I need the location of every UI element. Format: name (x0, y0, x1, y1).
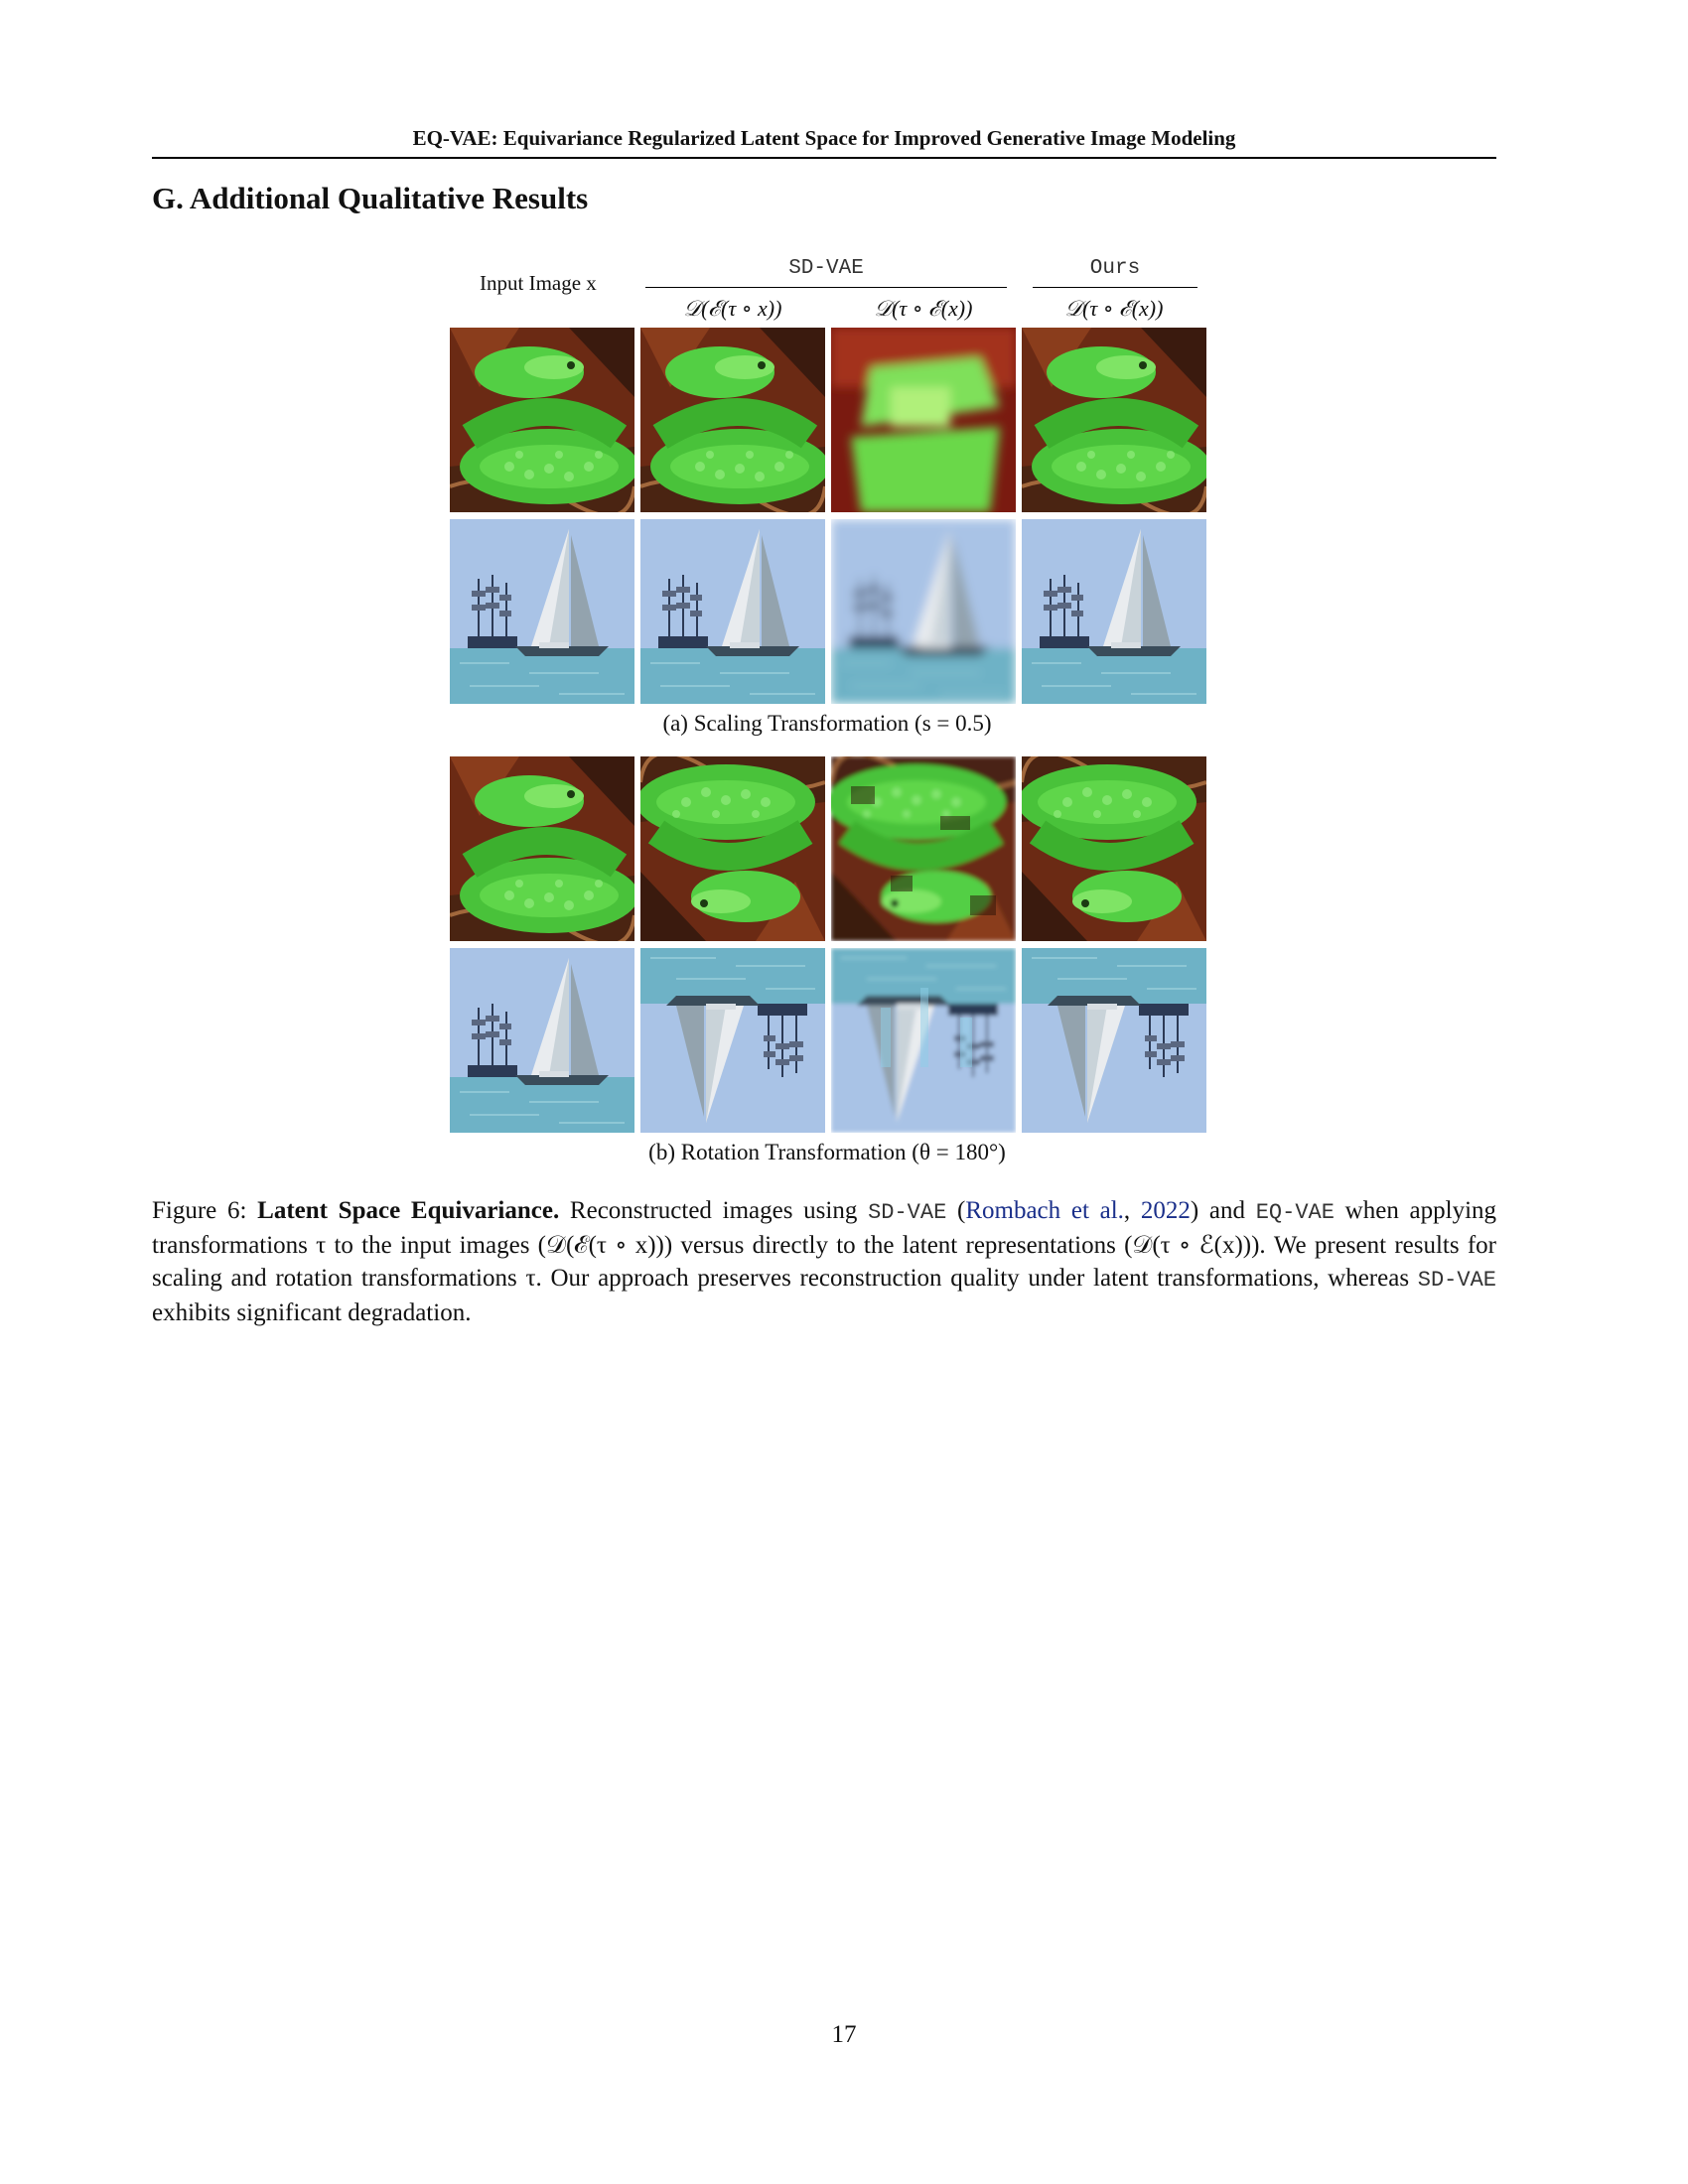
citation-author-link[interactable]: Rombach et al. (965, 1197, 1124, 1224)
caption-text-1: Reconstructed images using (559, 1197, 869, 1224)
image-boat-input-rotation-row (450, 948, 634, 1133)
caption-text-3: , (1123, 1197, 1141, 1224)
ours-group-rule (1033, 287, 1197, 288)
figure-caption: Figure 6: Latent Space Equivariance. Rec… (152, 1194, 1496, 1329)
ours-group-header: Ours (1089, 257, 1141, 280)
column-label-sd-input-transform: 𝒟(ℰ(τ ∘ x)) (683, 296, 782, 321)
header-rule (152, 157, 1496, 159)
image-boat-sd-vae-latent-transform (831, 519, 1016, 704)
running-header: EQ-VAE: Equivariance Regularized Latent … (412, 126, 1236, 150)
input-image-header: Input Image x (480, 271, 597, 295)
sd-vae-group-rule (645, 287, 1007, 288)
image-boat-input (450, 519, 634, 704)
image-snake-ours-latent-transform (1022, 328, 1206, 512)
image-snake-sd-vae-input-transform (640, 328, 825, 512)
caption-text-6: exhibits significant degradation. (152, 1299, 472, 1326)
image-snake-rotated-ours-latent-transform (1022, 756, 1206, 941)
citation-year-link[interactable]: 2022 (1140, 1197, 1191, 1224)
image-snake-input (450, 328, 634, 512)
caption-model-eq-vae: EQ-VAE (1255, 1200, 1335, 1225)
caption-model-sd-vae-2: SD-VAE (1417, 1268, 1496, 1293)
column-label-ours-latent-transform: 𝒟(τ ∘ ℰ(x)) (1064, 296, 1164, 321)
subcaption-rotation: (b) Rotation Transformation (θ = 180°) (648, 1140, 1006, 1164)
image-boat-rotated-sd-vae-latent-transform (831, 948, 1016, 1133)
caption-text-5: when applying transformations τ to the i… (152, 1197, 1497, 1292)
image-snake-rotated-sd-vae-latent-transform (831, 756, 1016, 941)
image-snake-input-rotation-row (450, 756, 634, 941)
image-boat-rotated-sd-vae-input-transform (640, 948, 825, 1133)
page-number: 17 (831, 2021, 857, 2048)
image-boat-ours-latent-transform (1022, 519, 1206, 704)
image-snake-rotated-sd-vae-input-transform (640, 756, 825, 941)
subcaption-scaling: (a) Scaling Transformation (s = 0.5) (662, 711, 992, 736)
sd-vae-group-header: SD-VAE (788, 257, 864, 280)
section-title: G. Additional Qualitative Results (152, 181, 589, 215)
column-label-sd-latent-transform: 𝒟(τ ∘ ℰ(x)) (874, 296, 973, 321)
caption-text-2: ( (946, 1197, 966, 1224)
figure-caption-title: Latent Space Equivariance. (257, 1197, 560, 1224)
image-snake-sd-vae-latent-transform (831, 328, 1016, 512)
caption-model-sd-vae: SD-VAE (868, 1200, 947, 1225)
image-boat-sd-vae-input-transform (640, 519, 825, 704)
caption-text-4: ) and (1190, 1197, 1256, 1224)
figure-label: Figure 6: (152, 1197, 258, 1224)
image-boat-rotated-ours-latent-transform (1022, 948, 1206, 1133)
